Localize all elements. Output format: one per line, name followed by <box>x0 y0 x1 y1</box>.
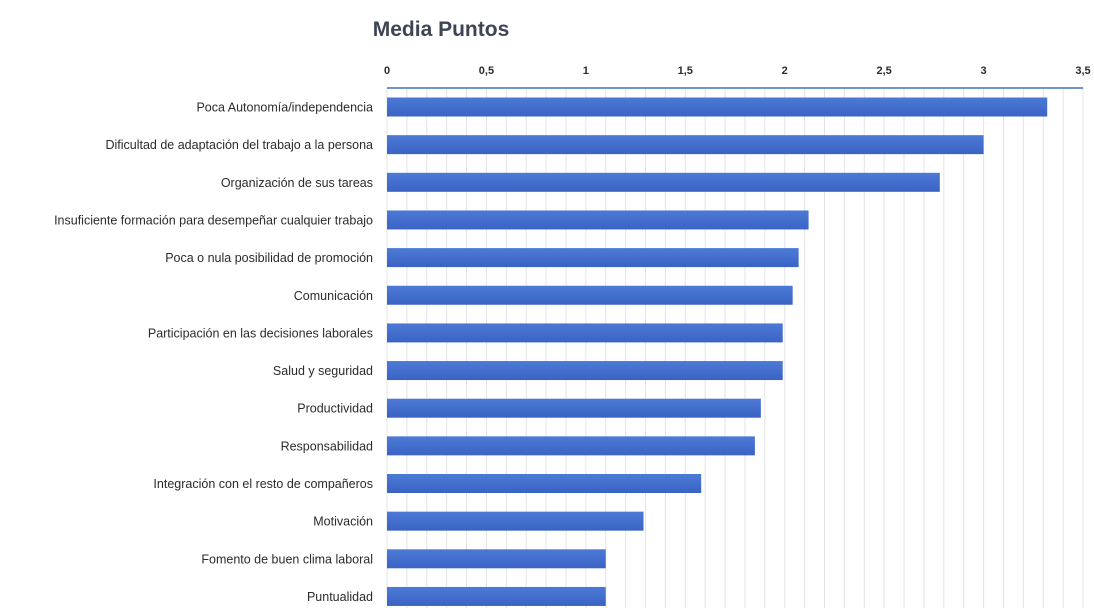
y-tick-label: Dificultad de adaptación del trabajo a l… <box>105 138 373 152</box>
y-tick-label: Salud y seguridad <box>273 364 373 378</box>
x-axis: 0 0,5 1 1,5 2 2,5 3 3,5 <box>384 65 1091 89</box>
bar <box>387 248 799 268</box>
bar <box>387 549 606 569</box>
y-tick-label: Organización de sus tareas <box>221 176 373 190</box>
y-tick-label: Motivación <box>313 515 373 529</box>
bar <box>387 474 702 493</box>
y-tick-label: Poca Autonomía/independencia <box>196 101 373 115</box>
bar <box>387 436 755 456</box>
x-tick-label: 1,5 <box>678 65 693 77</box>
y-tick-label: Comunicación <box>294 289 373 303</box>
y-tick-label: Responsabilidad <box>281 439 373 453</box>
chart-title: Media Puntos <box>373 18 510 41</box>
bar <box>387 398 761 418</box>
y-tick-label: Puntualidad <box>307 590 373 604</box>
bar <box>387 511 644 531</box>
y-tick-label: Fomento de buen clima laboral <box>201 552 373 566</box>
y-axis-labels: Poca Autonomía/independencia Dificultad d… <box>54 101 373 604</box>
x-tick-label: 0 <box>384 65 390 77</box>
bar <box>387 135 984 155</box>
x-tick-label: 1 <box>583 65 589 77</box>
x-tick-label: 0,5 <box>479 65 494 77</box>
y-tick-label: Integración con el resto de compañeros <box>153 477 373 491</box>
bar <box>387 586 606 606</box>
x-tick-label: 2,5 <box>876 65 891 77</box>
bar <box>387 97 1048 117</box>
bar <box>387 323 783 343</box>
bar <box>387 210 809 230</box>
y-tick-label: Participación en las decisiones laborale… <box>148 326 373 340</box>
x-tick-label: 3,5 <box>1075 65 1090 77</box>
y-tick-label: Poca o nula posibilidad de promoción <box>165 251 373 265</box>
bar <box>387 361 783 381</box>
x-tick-label: 3 <box>981 65 987 77</box>
y-tick-label: Insuficiente formación para desempeñar c… <box>54 213 373 227</box>
bar <box>387 172 940 192</box>
x-tick-label: 2 <box>782 65 788 77</box>
bar <box>387 285 793 305</box>
bars <box>387 97 1048 606</box>
y-tick-label: Productividad <box>297 402 373 416</box>
